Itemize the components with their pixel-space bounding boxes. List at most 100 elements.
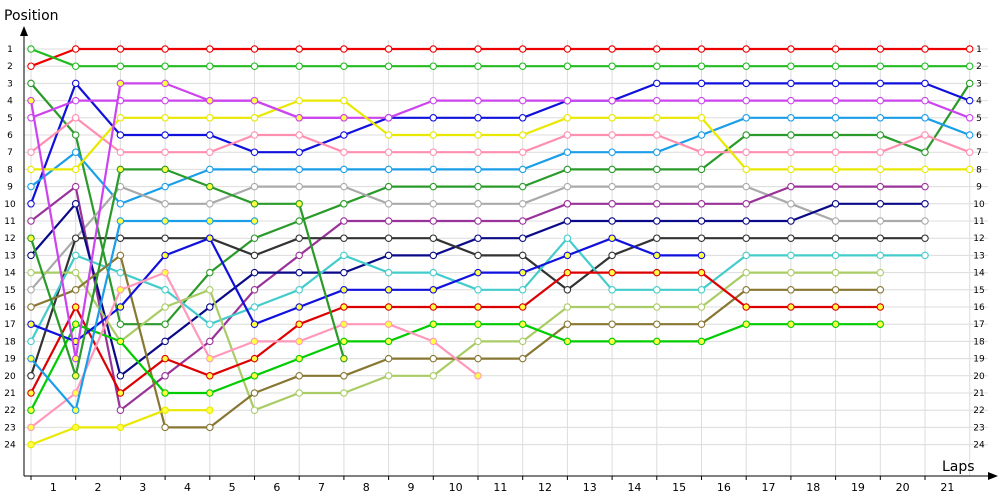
data-point xyxy=(340,372,348,380)
data-point xyxy=(340,354,348,363)
data-point xyxy=(563,200,572,208)
data-point xyxy=(250,131,259,139)
data-point xyxy=(474,148,482,156)
data-point xyxy=(653,303,661,311)
x-tick-label: 14 xyxy=(627,481,641,494)
data-point xyxy=(787,303,795,311)
data-point xyxy=(116,389,125,397)
data-point xyxy=(116,251,125,260)
data-point xyxy=(384,354,393,363)
data-point xyxy=(429,148,438,156)
data-point xyxy=(250,96,259,105)
data-point xyxy=(71,79,80,88)
data-point xyxy=(876,182,885,191)
data-point xyxy=(921,200,929,208)
data-point xyxy=(27,440,35,449)
data-point xyxy=(518,303,527,311)
data-point xyxy=(876,217,885,225)
data-point xyxy=(250,372,259,380)
data-point xyxy=(161,268,169,277)
series-line xyxy=(30,219,255,412)
data-point xyxy=(116,79,125,88)
series-line xyxy=(30,271,881,395)
data-point xyxy=(71,96,80,105)
series-4 xyxy=(27,79,974,208)
y-tick-label-right: 1 xyxy=(976,45,982,55)
data-point xyxy=(787,286,795,294)
data-point xyxy=(161,372,169,380)
data-point xyxy=(921,148,929,156)
data-point xyxy=(965,79,974,88)
series-16 xyxy=(27,268,885,397)
data-point xyxy=(474,337,482,346)
data-point xyxy=(429,337,438,346)
data-point xyxy=(563,303,572,311)
data-point xyxy=(474,303,482,311)
data-point xyxy=(206,114,214,122)
data-point xyxy=(876,303,885,311)
data-point xyxy=(563,114,572,122)
data-point xyxy=(340,96,348,105)
data-point xyxy=(27,337,35,346)
data-point xyxy=(697,182,706,191)
data-point xyxy=(27,423,35,432)
y-tick-label-right: 5 xyxy=(976,114,982,124)
data-point xyxy=(295,337,303,346)
data-point xyxy=(742,45,750,53)
data-point xyxy=(27,148,35,156)
data-point xyxy=(876,251,885,260)
data-point xyxy=(876,148,885,156)
y-tick-label-right: 23 xyxy=(973,423,984,433)
data-point xyxy=(340,200,348,208)
data-point xyxy=(608,165,616,174)
series-9 xyxy=(27,182,929,294)
data-point xyxy=(206,45,214,53)
data-point xyxy=(71,114,80,122)
data-point xyxy=(429,286,438,294)
data-point xyxy=(384,200,393,208)
data-point xyxy=(161,165,169,174)
data-point xyxy=(27,165,35,174)
data-point xyxy=(653,268,661,277)
data-point xyxy=(206,200,214,208)
data-point xyxy=(206,354,214,363)
series-line xyxy=(30,99,971,119)
data-point xyxy=(206,217,214,225)
data-point xyxy=(295,62,303,70)
data-point xyxy=(71,131,80,139)
data-point xyxy=(27,200,35,208)
data-point xyxy=(384,148,393,156)
data-point xyxy=(831,114,840,122)
data-point xyxy=(161,200,169,208)
data-point xyxy=(206,423,214,432)
y-tick-label-right: 19 xyxy=(973,355,985,365)
data-point xyxy=(697,165,706,174)
data-point xyxy=(608,303,616,311)
data-point xyxy=(27,389,35,397)
data-point xyxy=(474,96,482,105)
data-point xyxy=(161,337,169,346)
data-point xyxy=(608,217,616,225)
y-tick-label-left: 15 xyxy=(4,286,15,296)
data-point xyxy=(429,320,438,328)
data-point xyxy=(250,320,259,328)
data-point xyxy=(474,320,482,328)
x-tick-label: 13 xyxy=(583,481,597,494)
data-point xyxy=(71,423,80,432)
data-point xyxy=(876,79,885,88)
data-point xyxy=(608,320,616,328)
data-point xyxy=(27,406,35,414)
series-22 xyxy=(27,217,259,414)
data-point xyxy=(474,372,482,380)
data-point xyxy=(340,337,348,346)
data-point xyxy=(161,62,169,70)
data-point xyxy=(563,131,572,139)
data-point xyxy=(787,148,795,156)
data-point xyxy=(295,148,303,156)
data-point xyxy=(742,320,750,328)
x-tick-label: 18 xyxy=(806,481,820,494)
data-point xyxy=(340,251,348,260)
y-tick-label-right: 22 xyxy=(973,406,984,416)
series-2 xyxy=(27,45,974,70)
data-point xyxy=(653,337,661,346)
